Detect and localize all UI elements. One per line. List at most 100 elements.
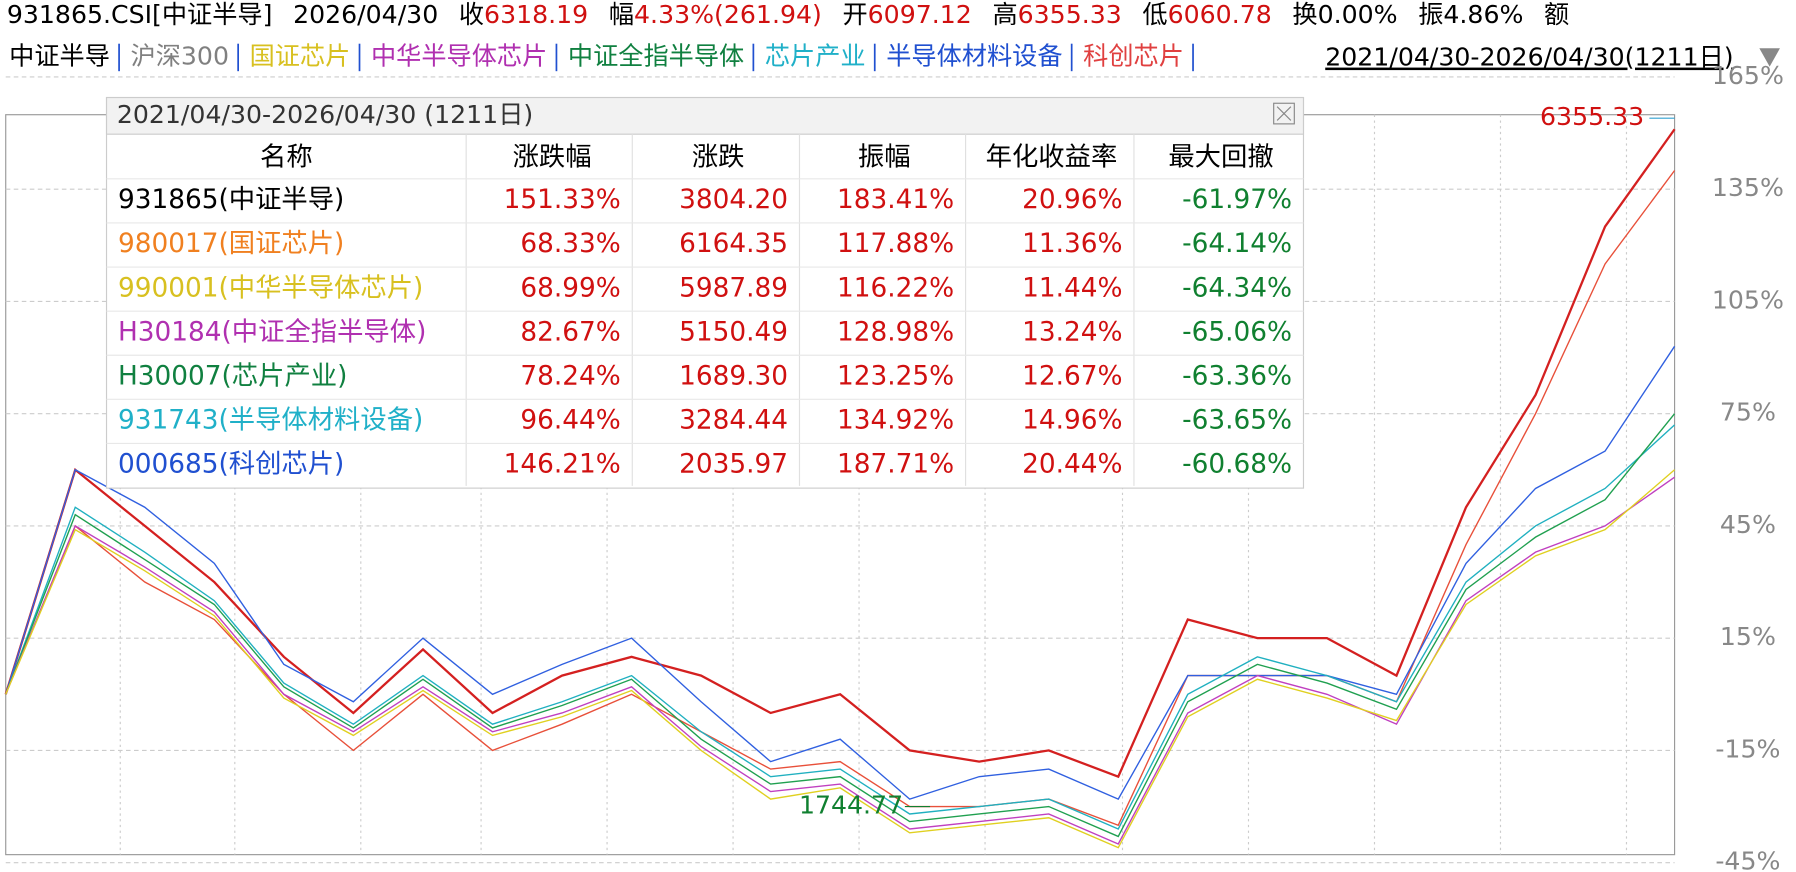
column-header: 振幅 <box>858 143 911 173</box>
y-tick-label: 75% <box>1720 398 1776 427</box>
close-button[interactable] <box>1273 102 1295 125</box>
legend-item[interactable]: 科创芯片 <box>1083 41 1184 70</box>
series-line <box>5 413 1676 838</box>
table-title: 2021/04/30-2026/04/30 (1211日) <box>117 100 533 129</box>
annotation-high: 6355.33 <box>1540 102 1644 131</box>
y-tick-label: -15% <box>1715 734 1780 763</box>
row-value: 11.44% <box>1022 273 1122 303</box>
row-name: H30184(中证全指半导体) <box>118 317 426 347</box>
column-header: 年化收益率 <box>986 143 1118 173</box>
header-item: 低 <box>1142 0 1167 29</box>
row-value: -64.14% <box>1182 229 1292 259</box>
row-value: 3804.20 <box>679 185 788 215</box>
plot: 6355.33 1744.77 <box>4 76 1676 864</box>
header-item: 0.00% <box>1318 0 1398 29</box>
y-axis: 165% 135% 105% 75% 45% 15% -15% -45% <box>1712 61 1784 872</box>
row-value: 5987.89 <box>679 273 788 303</box>
header-item: 开 <box>842 0 867 29</box>
row-value: 78.24% <box>520 362 620 392</box>
row-value: 116.22% <box>837 273 954 303</box>
row-value: 12.67% <box>1022 362 1122 392</box>
series-line <box>5 476 1675 845</box>
header-item: 振 <box>1418 0 1443 29</box>
header-item: 6318.19 <box>484 0 588 29</box>
legend-item[interactable]: 半导体材料设备 <box>886 41 1062 70</box>
header-item: 4.33%(261.94) <box>634 0 822 29</box>
series-line <box>5 469 1676 849</box>
legend-item[interactable]: 中证全指半导体 <box>568 41 744 70</box>
header-item: 额 <box>1544 0 1569 29</box>
header: 931865.CSI[中证半导] 2026/04/30 收6318.19 幅4.33%… <box>7 0 1569 29</box>
close-x[interactable] <box>1276 106 1292 121</box>
row-value: 187.71% <box>837 450 954 480</box>
row-value: 146.21% <box>504 450 621 480</box>
row-value: 1689.30 <box>679 362 788 392</box>
legend: 中证半导 沪深300 国证芯片 中华半导体芯片 中证全指半导体 芯片产业 半导体材料设备 科创… <box>9 41 1194 72</box>
row-value: 3284.44 <box>679 406 788 436</box>
row-name: 931865(中证半导) <box>118 185 344 215</box>
series-line <box>4 128 1676 779</box>
row-value: 151.33% <box>504 185 621 215</box>
table-panel <box>105 96 1305 489</box>
header-item: 6355.33 <box>1018 0 1122 29</box>
column-header: 最大回撤 <box>1168 143 1273 173</box>
row-value: 134.92% <box>837 406 954 436</box>
stats-table: 2021/04/30-2026/04/30 (1211日) 名称 涨跌幅 涨跌 振幅 年化… <box>105 96 1305 489</box>
y-tick-label: 15% <box>1720 622 1776 651</box>
y-tick-label: -45% <box>1715 847 1780 872</box>
legend-item[interactable]: 芯片产业 <box>765 41 866 70</box>
row-name: 931743(半导体材料设备) <box>118 406 423 436</box>
row-value: 13.24% <box>1022 317 1122 347</box>
row-value: 117.88% <box>837 229 954 259</box>
row-value: 20.44% <box>1022 450 1122 480</box>
table-titlebar <box>105 96 1305 135</box>
header-item: 931865.CSI[中证半导] <box>7 0 273 29</box>
row-value: 14.96% <box>1022 406 1122 436</box>
row-value: -60.68% <box>1182 450 1292 480</box>
header-item: 4.86% <box>1443 0 1523 29</box>
row-value: -64.34% <box>1182 273 1292 303</box>
header-item: 6097.12 <box>868 0 972 29</box>
y-tick-label: 45% <box>1720 510 1776 539</box>
header-line: 931865.CSI[中证半导] 2026/04/30 收6318.19 幅4.33%… <box>7 0 1569 29</box>
row-value: 68.99% <box>520 273 620 303</box>
series-line <box>5 424 1676 830</box>
row-value: 82.67% <box>520 317 620 347</box>
row-name: 990001(中华半导体芯片) <box>118 273 423 303</box>
legend-item[interactable]: 中华半导体芯片 <box>371 41 547 70</box>
row-value: 123.25% <box>837 362 954 392</box>
legend-item[interactable]: 沪深300 <box>131 41 229 70</box>
header-item: 高 <box>992 0 1017 29</box>
row-value: 20.96% <box>1022 185 1122 215</box>
header-item: 收 <box>459 0 484 29</box>
header-item: 换 <box>1292 0 1317 29</box>
row-name: 980017(国证芯片) <box>118 229 344 259</box>
row-name: H30007(芯片产业) <box>118 362 347 392</box>
y-tick-label: 165% <box>1712 61 1784 90</box>
header-item: 6060.78 <box>1168 0 1272 29</box>
row-value: 183.41% <box>837 185 954 215</box>
row-value: -65.06% <box>1182 317 1292 347</box>
y-tick-label: 105% <box>1712 285 1784 314</box>
header-item: 2026/04/30 <box>293 0 438 29</box>
column-header: 涨跌幅 <box>513 143 592 173</box>
row-value: 11.36% <box>1022 229 1122 259</box>
row-value: 68.33% <box>520 229 620 259</box>
row-value: -63.65% <box>1182 406 1292 436</box>
row-value: 6164.35 <box>679 229 788 259</box>
series-line <box>5 345 1676 800</box>
legend-item[interactable]: 中证半导 <box>9 41 110 70</box>
date-range[interactable]: 2021/04/30-2026/04/30(1211日) <box>1325 43 1733 72</box>
legend-item[interactable]: 国证芯片 <box>250 41 351 70</box>
annotation-low: 1744.77 <box>799 791 903 820</box>
dropdown-arrow[interactable] <box>1759 48 1780 67</box>
column-header: 名称 <box>260 143 313 173</box>
header-item: 幅 <box>609 0 634 29</box>
row-value: 5150.49 <box>679 317 788 347</box>
row-name: 000685(科创芯片) <box>118 450 344 480</box>
row-value: -61.97% <box>1182 185 1292 215</box>
row-value: 2035.97 <box>679 450 788 480</box>
y-tick-label: 135% <box>1712 173 1784 202</box>
row-value: 128.98% <box>837 317 954 347</box>
